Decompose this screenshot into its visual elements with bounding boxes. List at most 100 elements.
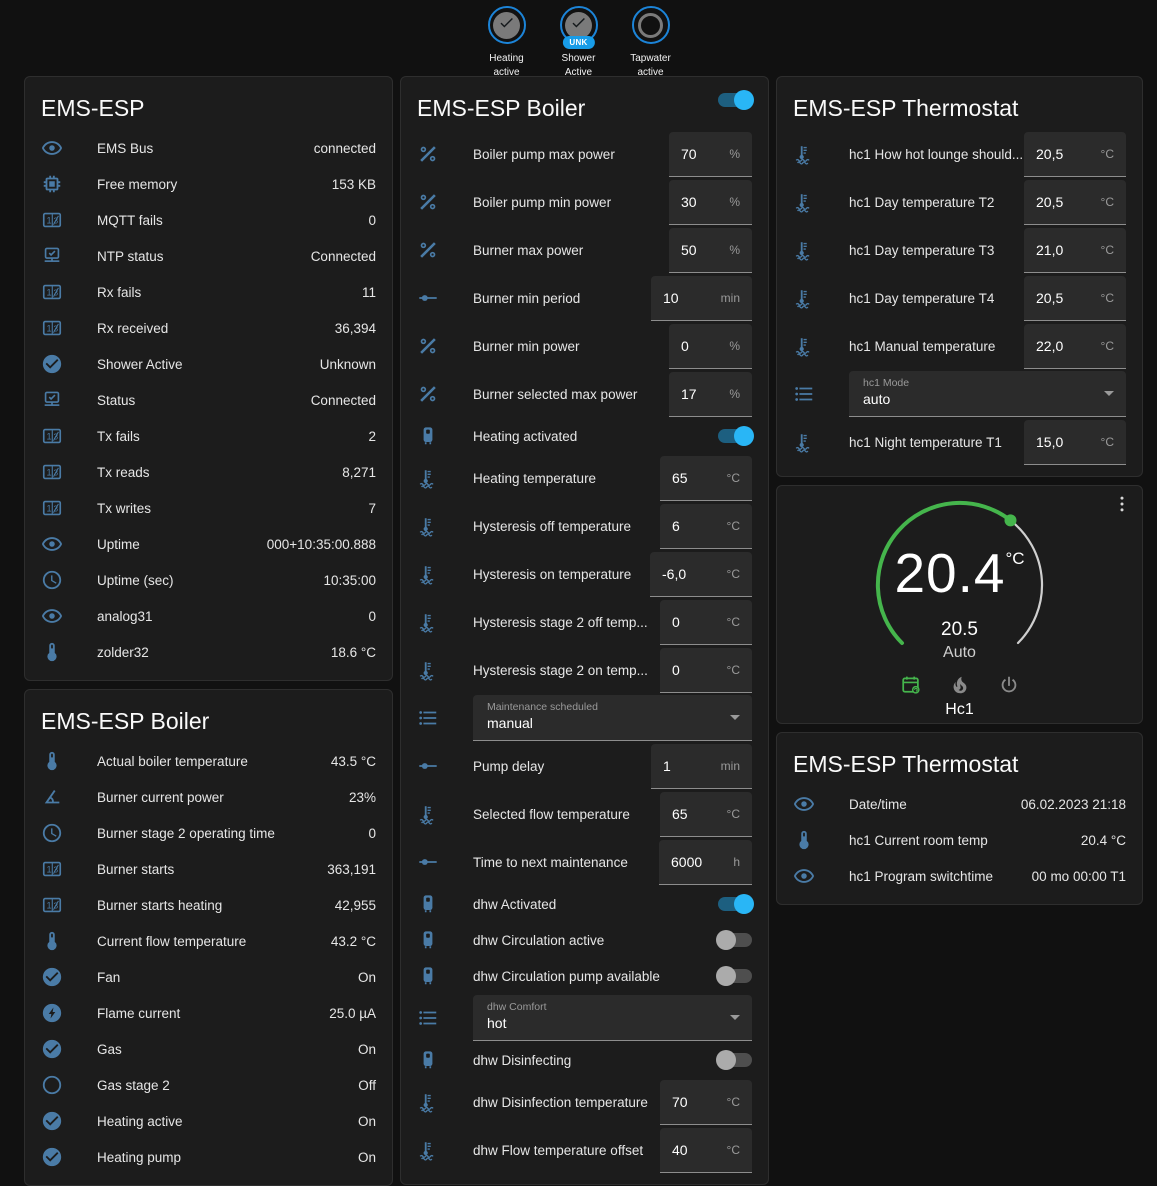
number-input[interactable]: 0 °C <box>660 599 752 645</box>
entity-label: hc1 Night temperature T1 <box>849 434 1002 450</box>
coolant-icon <box>417 803 441 825</box>
fire-icon[interactable] <box>949 674 971 696</box>
number-input[interactable]: 0 °C <box>660 647 752 693</box>
power-icon[interactable] <box>998 674 1020 696</box>
counter-icon: 13 <box>41 281 65 303</box>
entity-label: Tx writes <box>97 500 151 516</box>
badge-row: Heating active UNK Shower Active Tapwate… <box>0 0 1157 78</box>
network-icon <box>41 245 65 267</box>
calendar-sync-icon[interactable] <box>900 674 922 696</box>
toggle-switch[interactable] <box>718 426 754 446</box>
select-hc1-mode[interactable]: hc1 Mode auto <box>849 371 1126 417</box>
toggle-switch[interactable] <box>716 930 752 950</box>
toggle-switch[interactable] <box>716 1050 752 1070</box>
thermostat-dial[interactable]: 20.4°C 20.5 Auto <box>858 494 1062 674</box>
entity-row: dhw Circulation pump available <box>401 958 768 994</box>
entity-value: 0 <box>368 212 376 228</box>
boiler-card-toggle[interactable] <box>718 89 754 110</box>
entity-value: 18.6 °C <box>330 644 376 660</box>
unit-label: °C <box>726 566 740 581</box>
number-input[interactable]: 6 °C <box>660 503 752 549</box>
entity-value: 2 <box>368 428 376 444</box>
eye-icon <box>41 605 65 627</box>
entity-value: 36,394 <box>334 320 376 336</box>
chevron-down-icon <box>730 715 740 720</box>
number-value: 6 <box>672 517 680 534</box>
number-value: 15,0 <box>1036 433 1064 450</box>
entity-row: EMS Bus connected <box>25 130 392 166</box>
number-input[interactable]: 17% <box>669 371 752 417</box>
toggle-switch[interactable] <box>718 894 754 914</box>
number-input[interactable]: 15,0 °C <box>1024 419 1126 465</box>
unit-label: °C <box>726 806 740 821</box>
number-value: 22,0 <box>1036 337 1064 354</box>
select-dhw-comfort[interactable]: dhw Comfort hot <box>473 995 752 1041</box>
entity-row: Flame current 25.0 µA <box>25 995 392 1031</box>
entity-label: hc1 Manual temperature <box>849 338 996 354</box>
number-input[interactable]: 20,5 °C <box>1024 275 1126 321</box>
entity-row: NTP status Connected <box>25 238 392 274</box>
number-input[interactable]: 20,5 °C <box>1024 131 1126 177</box>
badge-circle[interactable] <box>631 6 670 44</box>
more-options-icon[interactable] <box>1112 494 1132 516</box>
unit-label: °C <box>726 518 740 533</box>
number-input[interactable]: 0% <box>669 323 752 369</box>
entity-row: Time to next maintenance 6000 h <box>401 838 768 886</box>
entity-label: hc1 Day temperature T4 <box>849 290 995 306</box>
card-title: EMS-ESP Boiler <box>41 708 210 734</box>
entity-row: Hysteresis stage 2 off temp... 0 °C <box>401 598 768 646</box>
entity-label: MQTT fails <box>97 212 163 228</box>
number-input[interactable]: 1 min <box>651 743 752 789</box>
entity-label: Shower Active <box>97 356 183 372</box>
number-input[interactable]: 21,0 °C <box>1024 227 1126 273</box>
card-title: EMS-ESP <box>41 95 145 121</box>
toggle-switch[interactable] <box>716 966 752 986</box>
counter-icon: 13 <box>41 461 65 483</box>
entity-row: Free memory 153 KB <box>25 166 392 202</box>
coolant-icon <box>793 431 817 453</box>
entity-label: Burner starts <box>97 861 175 877</box>
entity-value: 0 <box>368 825 376 841</box>
entity-row: Selected flow temperature 65 °C <box>401 790 768 838</box>
angle-icon <box>41 786 65 808</box>
number-input[interactable]: 22,0 °C <box>1024 323 1126 369</box>
card-title: EMS-ESP Thermostat <box>793 95 1019 121</box>
number-input[interactable]: 30% <box>669 179 752 225</box>
badge-circle[interactable] <box>487 6 526 44</box>
badge-tapwater-active[interactable]: Tapwater active <box>622 6 680 78</box>
number-input[interactable]: 70 °C <box>660 1079 752 1125</box>
entity-row: Gas On <box>25 1031 392 1067</box>
check-circle-icon <box>41 966 65 988</box>
number-value: 65 <box>672 805 688 822</box>
number-value: 6000 <box>671 853 703 870</box>
entity-value: 363,191 <box>327 861 376 877</box>
counter-icon: 13 <box>41 209 65 231</box>
unit-label: °C <box>1100 434 1114 449</box>
unit-label: % <box>729 386 740 401</box>
entity-label: Rx fails <box>97 284 142 300</box>
number-input[interactable]: 10 min <box>651 275 752 321</box>
entity-label: analog31 <box>97 608 153 624</box>
number-input[interactable]: 50% <box>669 227 752 273</box>
number-input[interactable]: -6,0 °C <box>650 551 752 597</box>
number-input[interactable]: 40 °C <box>660 1127 752 1173</box>
entity-row: 13 Burner starts 363,191 <box>25 851 392 887</box>
badge-heating-active[interactable]: Heating active <box>478 6 536 78</box>
dial-handle[interactable] <box>1004 514 1016 527</box>
number-input[interactable]: 6000 h <box>659 839 752 885</box>
select-maintenance-scheduled[interactable]: Maintenance scheduled manual <box>473 695 752 741</box>
badge-shower-active[interactable]: UNK Shower Active <box>550 6 608 78</box>
number-input[interactable]: 20,5 °C <box>1024 179 1126 225</box>
number-input[interactable]: 65 °C <box>660 455 752 501</box>
number-input[interactable]: 65 °C <box>660 791 752 837</box>
badge-label: Shower Active <box>561 53 596 78</box>
list-icon <box>417 707 441 729</box>
coolant-icon <box>793 191 817 213</box>
percent-icon <box>417 239 441 261</box>
entity-row: 13 Rx fails 11 <box>25 274 392 310</box>
number-input[interactable]: 70% <box>669 131 752 177</box>
list-icon <box>417 1007 441 1029</box>
badge-circle[interactable]: UNK <box>559 6 598 49</box>
check-circle-icon <box>41 1110 65 1132</box>
unit-label: h <box>733 854 740 869</box>
